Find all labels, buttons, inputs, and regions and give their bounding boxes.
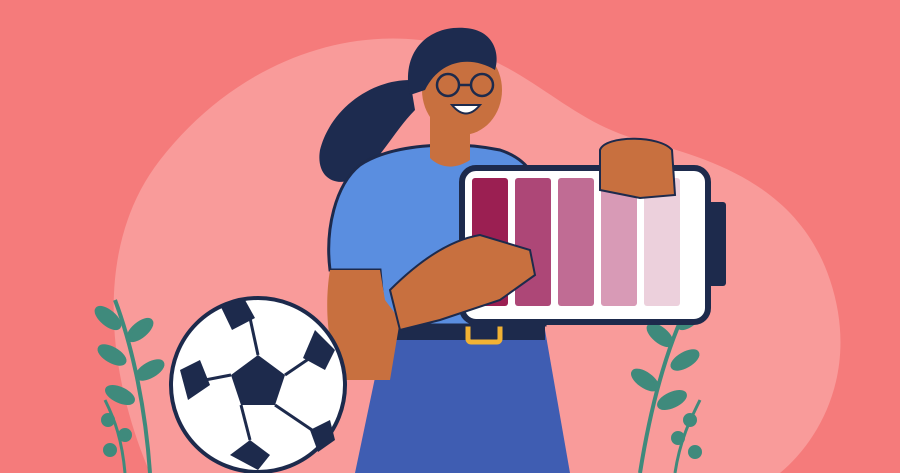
battery-segment xyxy=(515,178,551,306)
jeans xyxy=(355,330,570,473)
battery-segment xyxy=(558,178,594,306)
battery-segment xyxy=(644,178,680,306)
plant-icon xyxy=(94,299,165,473)
hand-front xyxy=(388,233,537,332)
ponytail xyxy=(319,80,415,182)
battery-segment xyxy=(601,178,637,306)
arm xyxy=(327,270,400,380)
glasses xyxy=(435,72,495,98)
hair xyxy=(408,27,497,95)
smile xyxy=(449,104,483,115)
hand-top xyxy=(599,137,677,200)
soccer-ball-icon xyxy=(169,296,347,473)
